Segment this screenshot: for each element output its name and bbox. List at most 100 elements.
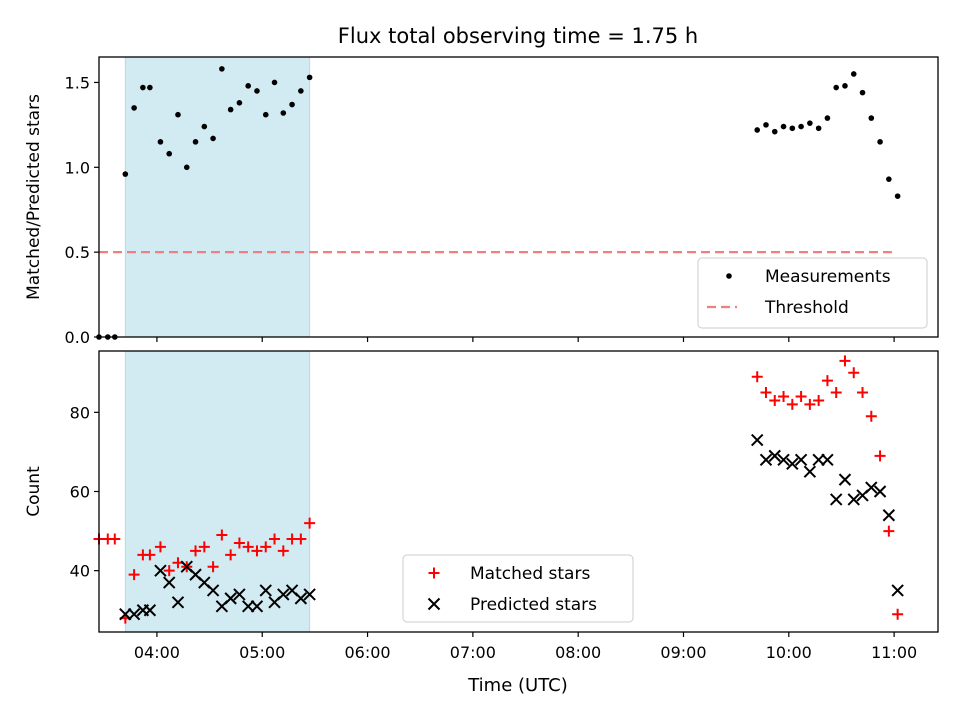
measurement-point bbox=[147, 84, 153, 91]
matched-star-point bbox=[128, 569, 140, 581]
predicted-star-point bbox=[250, 600, 264, 613]
x-tick-label: 06:00 bbox=[344, 643, 390, 662]
matched-star-point bbox=[251, 545, 263, 557]
predicted-star-point bbox=[812, 453, 825, 467]
legend-predicted-marker bbox=[427, 597, 441, 611]
measurement-point bbox=[807, 120, 813, 126]
measurement-point bbox=[824, 115, 831, 121]
matched-star-point bbox=[207, 561, 219, 573]
legend-label: Measurements bbox=[765, 267, 891, 287]
predicted-star-point bbox=[171, 596, 185, 609]
highlight-span bbox=[124, 56, 311, 338]
x-axis-label: Time (UTC) bbox=[467, 675, 568, 696]
predicted-star-point bbox=[119, 607, 132, 621]
measurement-point bbox=[833, 84, 839, 91]
matched-star-point bbox=[778, 391, 790, 403]
matched-star-point bbox=[109, 533, 121, 545]
predicted-star-point bbox=[865, 481, 878, 494]
predicted-star-point bbox=[838, 473, 852, 486]
x-tick-label: 04:00 bbox=[134, 643, 180, 662]
matched-star-point bbox=[295, 533, 307, 545]
measurement-point bbox=[201, 123, 208, 130]
matched-star-point bbox=[190, 545, 202, 557]
matched-star-point bbox=[892, 608, 904, 620]
legend-label: Matched stars bbox=[470, 564, 590, 584]
measurement-point bbox=[280, 110, 287, 116]
measurement-point bbox=[192, 139, 199, 145]
predicted-star-point bbox=[127, 607, 141, 621]
measurement-point bbox=[245, 83, 251, 89]
matched-star-point bbox=[751, 371, 763, 383]
highlight-span bbox=[124, 350, 311, 633]
legend-label: Threshold bbox=[764, 298, 849, 318]
y-tick-label: 40 bbox=[70, 562, 90, 581]
matched-star-point bbox=[216, 529, 228, 541]
ratio-panel: 0.0 0.5 1.0 1.5 Matched/Predicted stars Measu… bbox=[24, 56, 939, 347]
matched-star-point bbox=[874, 450, 886, 462]
predicted-star-point bbox=[206, 584, 220, 597]
y-tick-label: 60 bbox=[70, 483, 90, 502]
measurement-point bbox=[780, 123, 787, 130]
predicted-star-point bbox=[786, 457, 799, 471]
predicted-star-point bbox=[277, 588, 290, 601]
measurement-point bbox=[219, 66, 225, 72]
matched-star-point bbox=[848, 367, 860, 379]
matched-star-point bbox=[144, 549, 156, 561]
predicted-star-point bbox=[143, 604, 157, 617]
matched-star-point bbox=[163, 565, 175, 577]
legend-label: Predicted stars bbox=[470, 595, 597, 615]
measurement-point bbox=[798, 123, 804, 130]
matched-star-point bbox=[242, 541, 254, 553]
predicted-star-point bbox=[803, 465, 817, 478]
predicted-star-point bbox=[163, 576, 176, 589]
measurement-point bbox=[227, 106, 234, 113]
matched-star-point bbox=[830, 387, 842, 399]
matched-star-point bbox=[277, 545, 289, 557]
x-tick-label: 07:00 bbox=[450, 643, 496, 662]
legend-measurement-marker bbox=[726, 273, 732, 279]
predicted-star-point bbox=[759, 453, 773, 467]
predicted-star-point bbox=[768, 449, 781, 463]
measurement-point bbox=[271, 79, 278, 86]
matched-star-point bbox=[813, 394, 825, 406]
x-tick-label: 05:00 bbox=[239, 643, 285, 662]
x-tick-label: 08:00 bbox=[555, 643, 601, 662]
measurement-point bbox=[877, 139, 883, 145]
predicted-star-point bbox=[794, 453, 808, 467]
measurement-point bbox=[894, 193, 901, 199]
measurement-point bbox=[122, 171, 129, 177]
matched-star-point bbox=[198, 541, 210, 553]
measurement-point bbox=[236, 100, 243, 106]
legend-box bbox=[402, 554, 634, 623]
matched-star-point bbox=[804, 398, 816, 410]
y-tick-label: 1.0 bbox=[65, 158, 90, 177]
predicted-star-point bbox=[873, 485, 887, 498]
matched-star-point bbox=[225, 549, 237, 561]
measurement-point bbox=[815, 125, 822, 132]
matched-star-point bbox=[786, 398, 798, 410]
y-axis-label: Count bbox=[24, 466, 44, 517]
predicted-star-point bbox=[751, 433, 764, 447]
predicted-star-point bbox=[829, 493, 843, 506]
axes-frame bbox=[98, 56, 939, 338]
matched-star-point bbox=[865, 410, 877, 422]
x-tick-label: 09:00 bbox=[660, 643, 706, 662]
measurement-point bbox=[850, 71, 857, 77]
predicted-star-point bbox=[303, 588, 316, 601]
predicted-star-point bbox=[259, 584, 272, 597]
legend-box bbox=[697, 257, 928, 329]
measurement-point bbox=[131, 105, 137, 111]
matched-star-point bbox=[233, 537, 245, 549]
measurement-point bbox=[289, 101, 295, 108]
count-panel: 40 60 80 04:00 05:00 06:00 07:00 08:00 09:00 10:0… bbox=[24, 350, 939, 662]
matched-star-point bbox=[260, 541, 272, 553]
predicted-star-point bbox=[154, 564, 167, 577]
predicted-star-point bbox=[821, 453, 834, 467]
measurement-point bbox=[157, 139, 164, 145]
measurement-point bbox=[254, 88, 260, 94]
matched-star-point bbox=[795, 391, 807, 403]
matched-star-point bbox=[760, 387, 772, 399]
measurement-point bbox=[175, 111, 181, 118]
legend-matched-marker bbox=[428, 567, 440, 579]
